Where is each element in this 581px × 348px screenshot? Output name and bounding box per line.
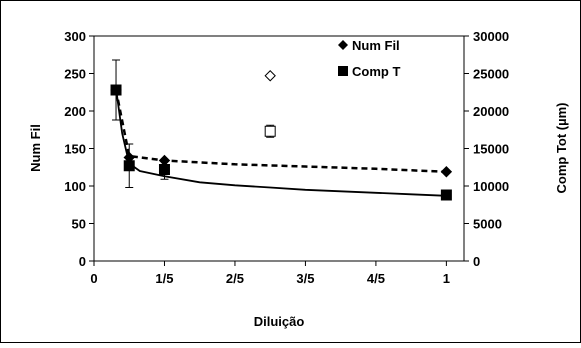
legend-label-comp-t: Comp T — [352, 64, 400, 79]
fit-line-series-0 — [114, 89, 447, 174]
y-right-tick-label: 0 — [473, 254, 480, 269]
data-point-square-open — [264, 125, 276, 137]
data-point-comp-t — [123, 160, 135, 172]
data-point-num-fil — [440, 166, 453, 178]
y-right-tick-label: 30000 — [473, 29, 509, 44]
y-left-tick-label: 200 — [64, 104, 86, 119]
x-tick-label: 3/5 — [296, 271, 314, 286]
y-right-tick-label: 25000 — [473, 67, 509, 82]
legend-label-num-fil: Num Fil — [352, 38, 400, 53]
data-point-diamond-open — [264, 70, 276, 82]
x-axis: 0 1/5 2/5 3/5 4/5 1 — [90, 261, 450, 286]
data-point-comp-t — [158, 164, 170, 175]
x-tick-label: 1 — [443, 271, 450, 286]
y-right-tick-label: 10000 — [473, 179, 509, 194]
y-right-axis: 0 5000 10000 15000 20000 25000 30000 — [464, 29, 509, 269]
y-right-tick-label: 5000 — [473, 217, 502, 232]
y-right-tick-label: 15000 — [473, 142, 509, 157]
y-left-tick-label: 250 — [64, 67, 86, 82]
x-tick-label: 1/5 — [155, 271, 173, 286]
data-point-comp-t — [440, 189, 452, 201]
x-tick-label: 4/5 — [367, 271, 385, 286]
y-left-tick-label: 150 — [64, 142, 86, 157]
data-point-comp-t — [110, 84, 122, 96]
y-left-tick-label: 100 — [64, 179, 86, 194]
x-axis-label: Diluição — [254, 314, 305, 329]
legend-diamond-icon — [338, 40, 348, 50]
y-right-tick-label: 20000 — [473, 104, 509, 119]
x-tick-label: 0 — [90, 271, 97, 286]
y-left-axis: 0 50 100 150 200 250 300 — [64, 29, 94, 269]
legend-square-icon — [338, 66, 348, 76]
x-tick-label: 2/5 — [226, 271, 244, 286]
y-right-axis-label: Comp Tot (µm) — [554, 102, 569, 193]
y-left-axis-label: Num Fil — [28, 124, 43, 172]
y-left-tick-label: 300 — [64, 29, 86, 44]
y-left-tick-label: 0 — [79, 254, 86, 269]
y-left-tick-label: 50 — [72, 217, 86, 232]
legend: Num Fil Comp T — [338, 38, 400, 79]
markers — [110, 70, 453, 201]
